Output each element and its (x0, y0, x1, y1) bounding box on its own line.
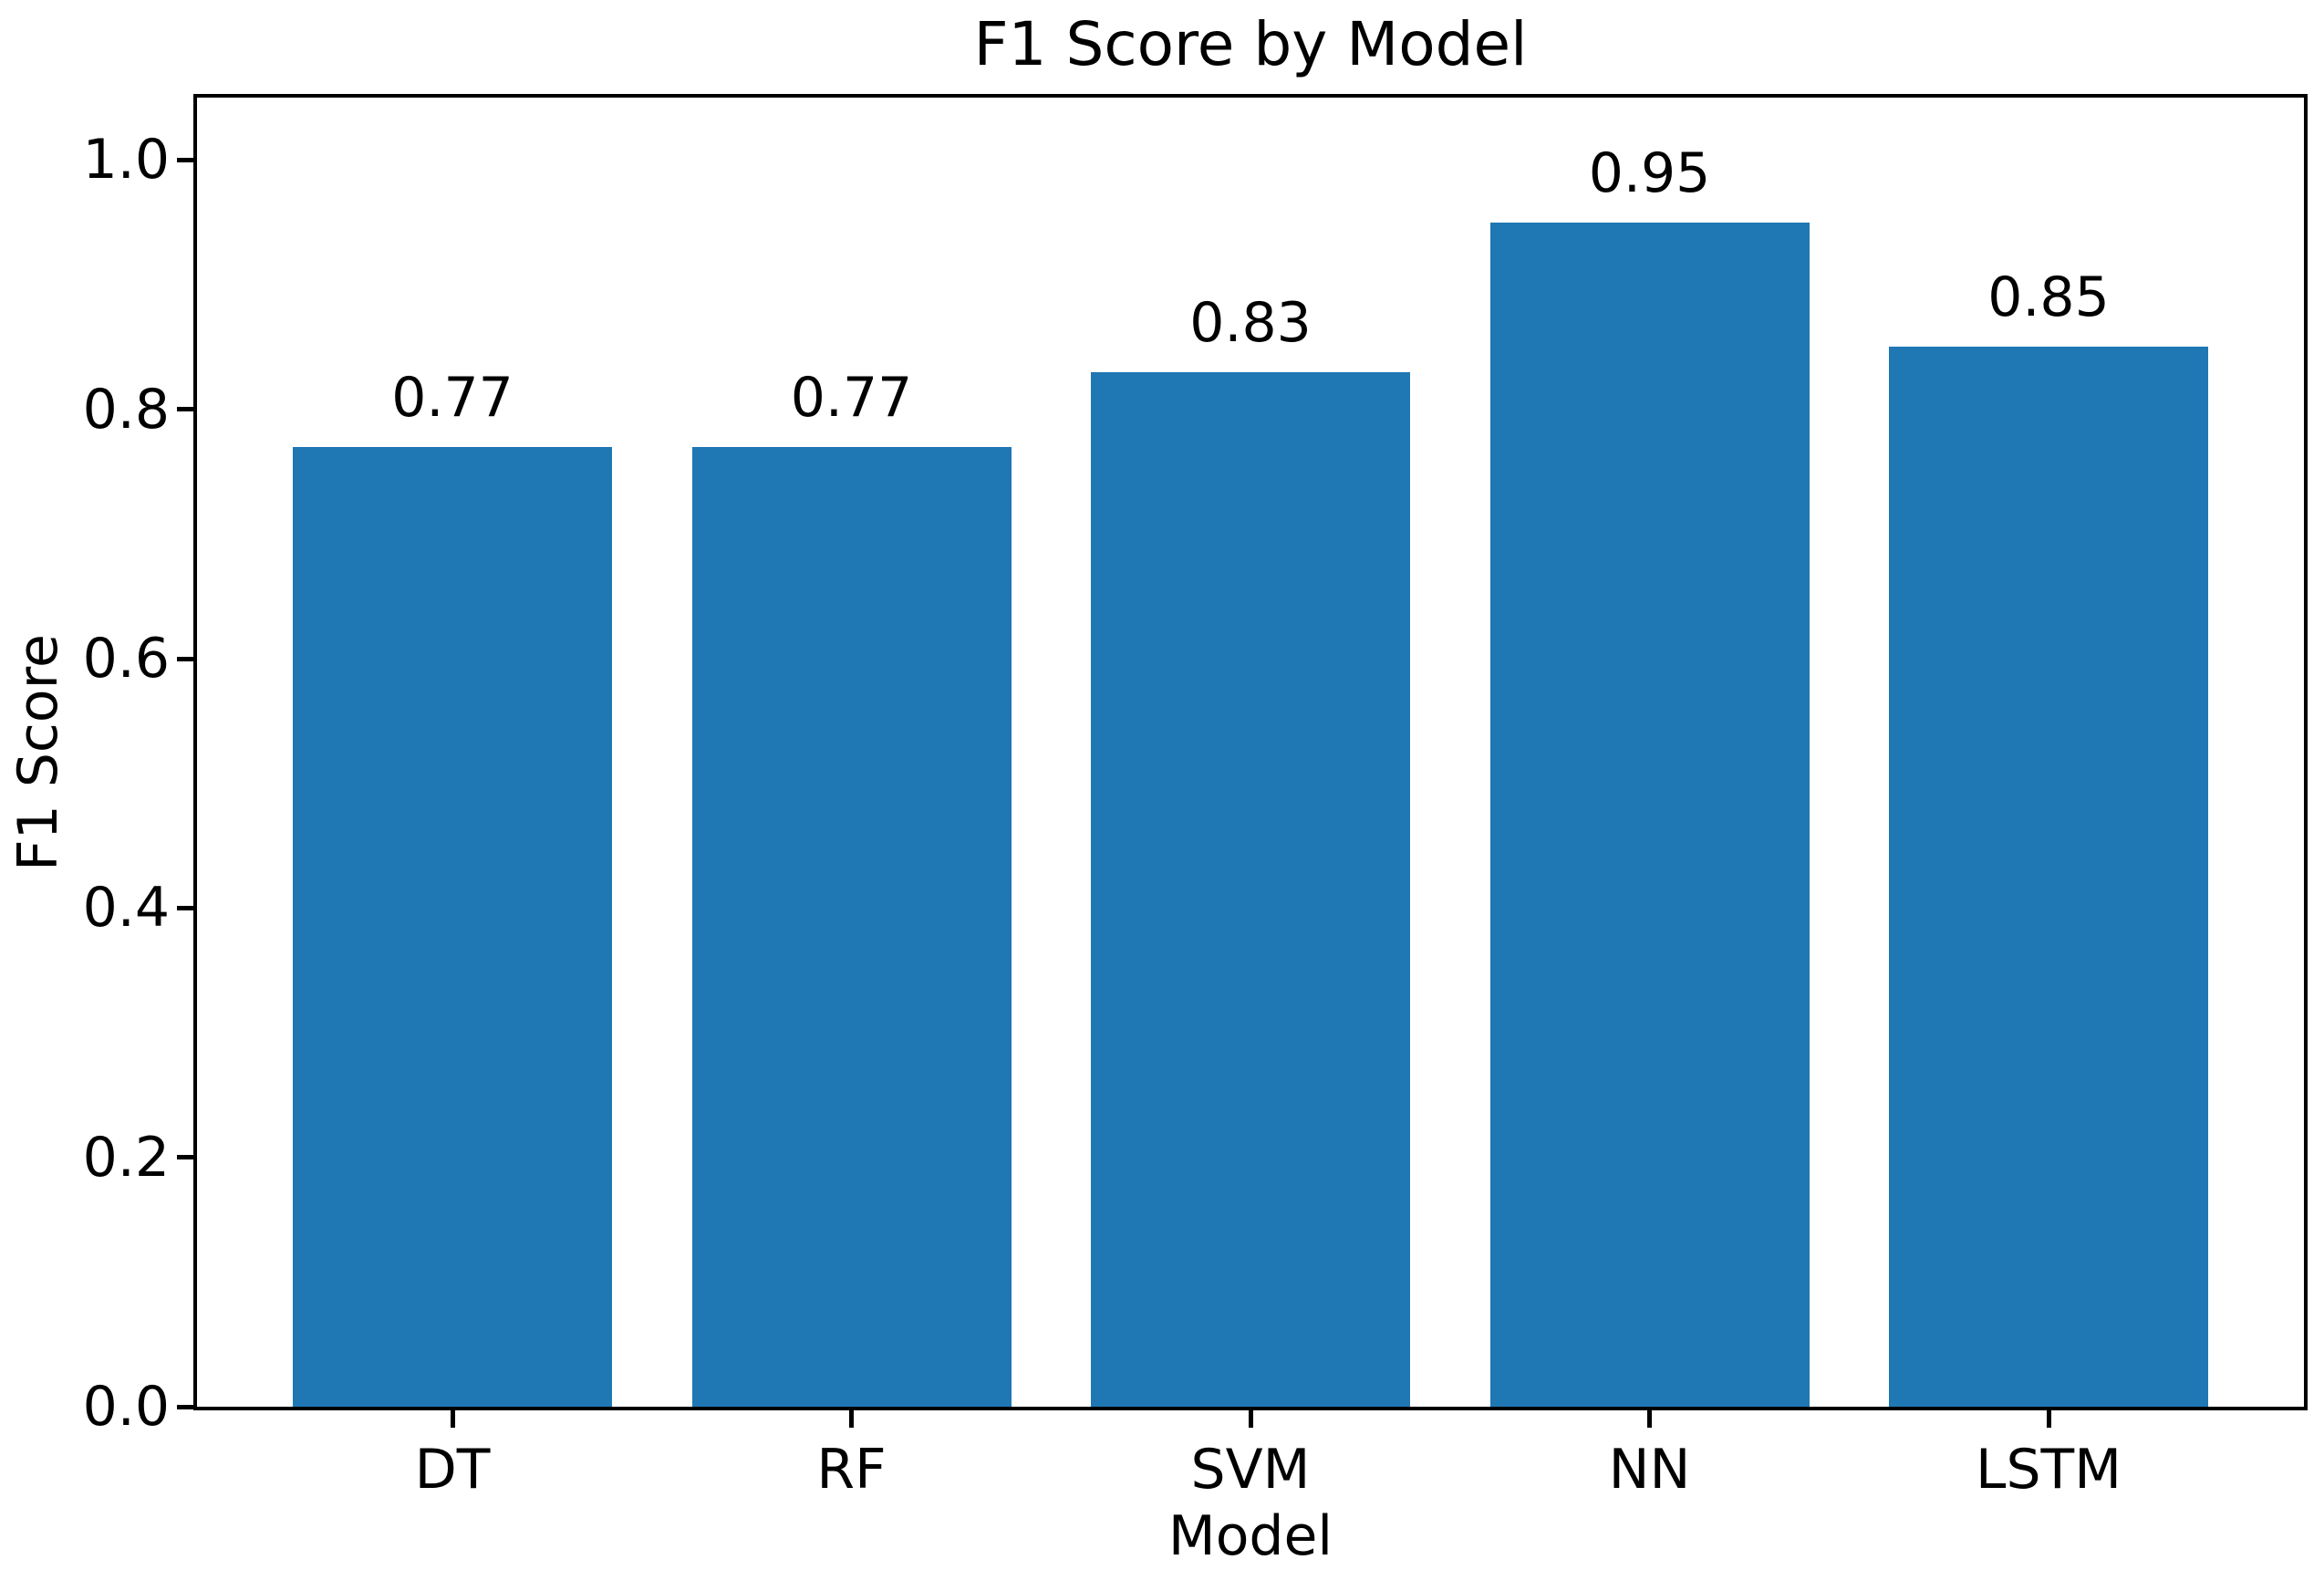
y-tick-mark-1.0 (177, 157, 194, 162)
x-tick-label-RF: RF (816, 1438, 887, 1502)
bar-LSTM (1889, 347, 2208, 1407)
bar-value-label-NN: 0.95 (1588, 140, 1711, 205)
y-tick-label-0.0: 0.0 (82, 1375, 170, 1439)
bar-value-label-SVM: 0.83 (1189, 290, 1312, 355)
y-tick-label-1.0: 1.0 (82, 128, 170, 192)
y-tick-label-0.6: 0.6 (82, 627, 170, 691)
y-tick-mark-0.0 (177, 1404, 194, 1409)
bar-NN (1489, 222, 1810, 1407)
bar-SVM (1091, 371, 1410, 1407)
x-tick-mark-NN (1647, 1410, 1652, 1428)
plot-area: 0.77 0.77 0.83 0.95 0.85 (193, 94, 2308, 1410)
y-tick-mark-0.6 (177, 656, 194, 661)
x-tick-label-SVM: SVM (1190, 1438, 1311, 1502)
bar-DT (293, 446, 612, 1407)
y-tick-mark-0.2 (177, 1155, 194, 1160)
bar-value-label-LSTM: 0.85 (1987, 265, 2110, 330)
x-tick-mark-SVM (1248, 1410, 1253, 1428)
chart-title: F1 Score by Model (973, 9, 1528, 79)
y-tick-mark-0.4 (177, 905, 194, 910)
x-tick-mark-DT (450, 1410, 455, 1428)
x-tick-label-LSTM: LSTM (1976, 1438, 2122, 1502)
y-tick-mark-0.8 (177, 407, 194, 412)
bar-RF (691, 446, 1012, 1407)
x-tick-mark-RF (849, 1410, 854, 1428)
x-axis-label: Model (1167, 1504, 1333, 1568)
y-tick-label-0.2: 0.2 (82, 1125, 170, 1190)
x-tick-label-NN: NN (1608, 1438, 1691, 1502)
bar-value-label-DT: 0.77 (391, 365, 514, 430)
x-tick-label-DT: DT (414, 1438, 491, 1502)
bar-value-label-RF: 0.77 (790, 365, 913, 430)
y-tick-label-0.4: 0.4 (82, 876, 170, 941)
x-tick-mark-LSTM (2046, 1410, 2051, 1428)
y-tick-label-0.8: 0.8 (82, 377, 170, 442)
